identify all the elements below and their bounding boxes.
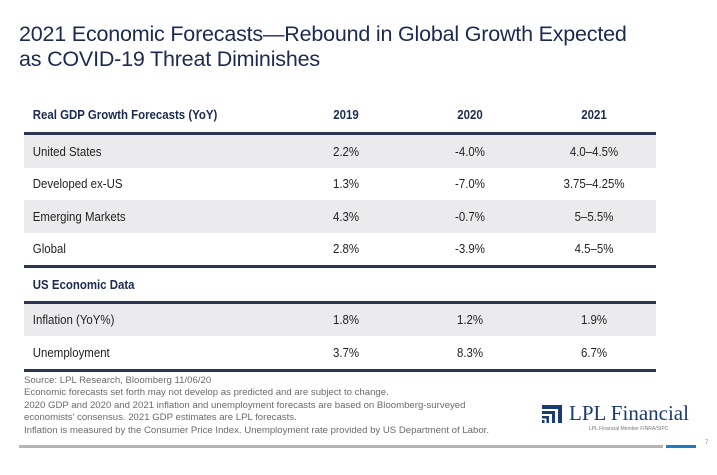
row-label: Inflation (YoY%) xyxy=(32,312,115,328)
cell-2020: 8.3% xyxy=(456,344,484,360)
table-row: Unemployment 3.7% 8.3% 6.7% xyxy=(24,336,656,369)
section-label: US Economic Data xyxy=(32,276,135,292)
table-row: Developed ex-US 1.3% -7.0% 3.75–4.25% xyxy=(24,168,656,201)
cell-2019: 4.3% xyxy=(332,208,360,224)
cell-2021: 1.9% xyxy=(580,312,608,328)
table-header-row: Real GDP Growth Forecasts (YoY) 2019 202… xyxy=(24,96,656,132)
section-header-row: US Economic Data xyxy=(24,268,656,301)
member-disclosure: LPL Financial Member FINRA/SIPC xyxy=(589,426,669,432)
row-label: Global xyxy=(32,241,66,257)
cell-2019: 2.8% xyxy=(332,241,360,257)
slide-title: 2021 Economic Forecasts—Rebound in Globa… xyxy=(19,22,699,72)
title-line-2: as COVID-19 Threat Diminishes xyxy=(19,47,320,71)
title-line-1: 2021 Economic Forecasts—Rebound in Globa… xyxy=(19,22,627,46)
cell-2020: -0.7% xyxy=(455,208,485,224)
cell-2020: 1.2% xyxy=(456,312,484,328)
row-label: Developed ex-US xyxy=(32,176,123,192)
forecast-table: Real GDP Growth Forecasts (YoY) 2019 202… xyxy=(24,96,656,372)
row-label: Unemployment xyxy=(32,344,110,360)
footnote-source: Source: LPL Research, Bloomberg 11/06/20 xyxy=(24,375,212,386)
cell-2020: -3.9% xyxy=(455,241,485,257)
brand-name: LPL Financial xyxy=(569,401,689,425)
cell-2021: 5–5.5% xyxy=(574,208,614,224)
cell-2021: 4.0–4.5% xyxy=(569,143,619,159)
footer-rule xyxy=(19,445,663,448)
cell-2019: 1.8% xyxy=(332,312,360,328)
cell-2020: -7.0% xyxy=(455,176,485,192)
divider xyxy=(24,132,656,135)
page-number: 7 xyxy=(705,440,709,446)
table-row: United States 2.2% -4.0% 4.0–4.5% xyxy=(24,135,656,168)
lpl-logo: LPL Financial xyxy=(542,401,689,426)
lpl-logo-mark-icon xyxy=(542,404,562,423)
row-label: United States xyxy=(32,143,102,159)
footer-accent-rule xyxy=(666,445,696,448)
footnotes: Source: LPL Research, Bloomberg 11/06/20… xyxy=(24,375,544,437)
footnote: Economic forecasts set forth may not dev… xyxy=(24,387,389,399)
table-row: Global 2.8% -3.9% 4.5–5% xyxy=(24,233,656,266)
cell-2021: 6.7% xyxy=(580,344,608,360)
divider xyxy=(24,368,656,372)
cell-2019: 1.3% xyxy=(332,176,360,192)
header-label: Real GDP Growth Forecasts (YoY) xyxy=(32,106,218,122)
table-row: Emerging Markets 4.3% -0.7% 5–5.5% xyxy=(24,200,656,233)
cell-2021: 4.5–5% xyxy=(574,241,614,257)
table-row: Inflation (YoY%) 1.8% 1.2% 1.9% xyxy=(24,303,656,336)
footnote: Inflation is measured by the Consumer Pr… xyxy=(24,424,489,436)
divider xyxy=(24,300,656,304)
row-label: Emerging Markets xyxy=(32,208,126,224)
divider xyxy=(24,265,656,268)
footnote: economists' consensus. 2021 GDP estimate… xyxy=(24,412,297,424)
cell-2019: 3.7% xyxy=(332,344,360,360)
cell-2021: 3.75–4.25% xyxy=(563,176,625,192)
header-col-2019: 2019 xyxy=(333,106,359,122)
footnote: 2020 GDP and 2020 and 2021 inflation and… xyxy=(24,399,466,411)
cell-2020: -4.0% xyxy=(455,143,485,159)
header-col-2020: 2020 xyxy=(457,106,483,122)
cell-2019: 2.2% xyxy=(332,143,360,159)
header-col-2021: 2021 xyxy=(581,106,607,122)
